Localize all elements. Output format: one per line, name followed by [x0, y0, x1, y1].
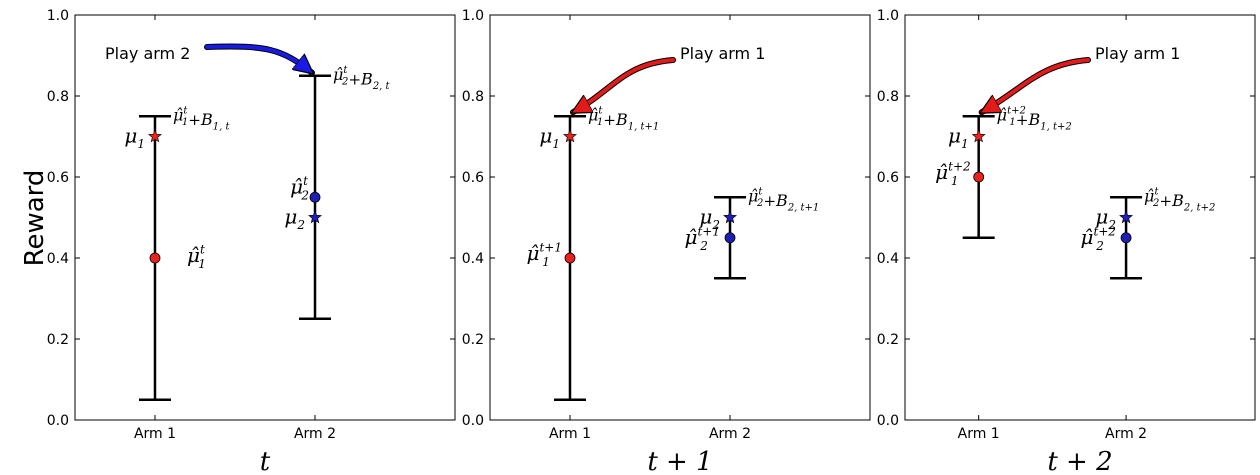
x-axis-label: t	[260, 447, 271, 475]
x-tick-label: Arm 2	[1105, 426, 1147, 442]
true-mean-label-arm-2: μ2	[699, 205, 720, 233]
y-tick-label: 0.8	[462, 89, 484, 105]
plot-frame	[489, 14, 871, 421]
x-axis-label: t + 2	[1047, 447, 1112, 475]
estimate-label-arm-1: μ̂t 1	[187, 243, 206, 271]
plot-frame	[74, 14, 456, 421]
estimate-label-arm-1: μ̂t+2 1	[935, 160, 971, 188]
true-mean-label-arm-2: μ2	[284, 205, 305, 233]
x-tick-label: Arm 1	[549, 426, 591, 442]
estimate-label-arm-2: μ̂t 2	[290, 174, 309, 202]
ucb-label-arm-1: μ̂t 1+B1, t+1	[588, 105, 659, 132]
y-tick-label: 0.6	[877, 170, 899, 186]
annotation-text: Play arm 1	[1095, 44, 1180, 63]
true-mean-star-arm-2	[1119, 210, 1134, 224]
y-tick-label: 0.4	[877, 251, 899, 267]
plot-frame	[904, 14, 1256, 421]
estimate-point-arm-1	[149, 252, 161, 264]
panel-2: 0.0 0.2 0.4 0.6 0.8 1.0 Arm 1 Arm 2 t + 1 μ1 μ̂t 1+…	[462, 8, 871, 475]
y-tick-label: 0.6	[47, 170, 69, 186]
y-axis-label: Reward	[20, 170, 50, 267]
y-tick-label: 0.8	[877, 89, 899, 105]
estimate-point-arm-2	[309, 191, 321, 203]
annotation-text: Play arm 1	[680, 44, 765, 63]
true-mean-star-arm-1	[971, 129, 986, 143]
panel-3: 0.0 0.2 0.4 0.6 0.8 1.0 Arm 1 Arm 2 t + 2 μ1 μ̂t+2…	[877, 8, 1256, 475]
y-tick-label: 0.0	[877, 413, 899, 429]
y-tick-label: 0.0	[47, 413, 69, 429]
x-tick-label: Arm 2	[294, 426, 336, 442]
estimate-point-arm-1	[973, 171, 985, 183]
annotation-arrow	[573, 58, 675, 115]
true-mean-label-arm-1: μ1	[539, 124, 560, 152]
y-tick-label: 1.0	[47, 8, 69, 24]
annotation-text: Play arm 2	[105, 44, 190, 63]
x-tick-label: Arm 1	[134, 426, 176, 442]
estimate-label-arm-2: μ̂t+2 2	[1081, 224, 1117, 252]
true-mean-star-arm-1	[148, 129, 162, 143]
y-tick-label: 0.8	[47, 89, 69, 105]
estimate-point-arm-1	[564, 252, 576, 264]
ucb-label-arm-2: μ̂t 2+B2, t	[333, 65, 391, 92]
y-tick-label: 0.2	[462, 332, 484, 348]
y-tick-label: 0.4	[47, 251, 69, 267]
true-mean-star-arm-1	[563, 129, 577, 143]
annotation-arrow	[205, 44, 312, 73]
true-mean-label-arm-1: μ1	[124, 124, 145, 152]
true-mean-label-arm-1: μ1	[948, 124, 969, 152]
ucb-label-arm-1: μ̂t 1+B1, t	[173, 105, 231, 132]
ucb-label-arm-1: μ̂t+2 1+B1, t+2	[997, 105, 1072, 132]
x-tick-label: Arm 2	[709, 426, 751, 442]
annotation-arrow	[982, 58, 1090, 115]
true-mean-label-arm-2: μ2	[1095, 205, 1116, 233]
estimate-label-arm-1: μ̂t+1 1	[526, 241, 562, 269]
y-tick-label: 0.0	[462, 413, 484, 429]
ucb-label-arm-2: μ̂t 2+B2, t+1	[748, 186, 819, 213]
y-tick-label: 0.2	[47, 332, 69, 348]
estimate-point-arm-2	[724, 232, 736, 244]
estimate-label-arm-2: μ̂t+1 2	[684, 224, 720, 252]
x-axis-label: t + 1	[647, 447, 712, 475]
x-tick-label: Arm 1	[958, 426, 1000, 442]
true-mean-star-arm-2	[723, 210, 737, 224]
y-tick-label: 0.2	[877, 332, 899, 348]
y-tick-label: 1.0	[462, 8, 484, 24]
y-tick-label: 0.6	[462, 170, 484, 186]
y-tick-label: 0.4	[462, 251, 484, 267]
ucb-label-arm-2: μ̂t 2+B2, t+2	[1144, 186, 1215, 213]
y-tick-label: 1.0	[877, 8, 899, 24]
estimate-point-arm-2	[1120, 232, 1132, 244]
panel-1: 0.0 0.2 0.4 0.6 0.8 1.0 Arm 1 Arm 2 t μ1 μ̂t 1+B1, …	[47, 8, 456, 475]
true-mean-star-arm-2	[308, 210, 322, 224]
